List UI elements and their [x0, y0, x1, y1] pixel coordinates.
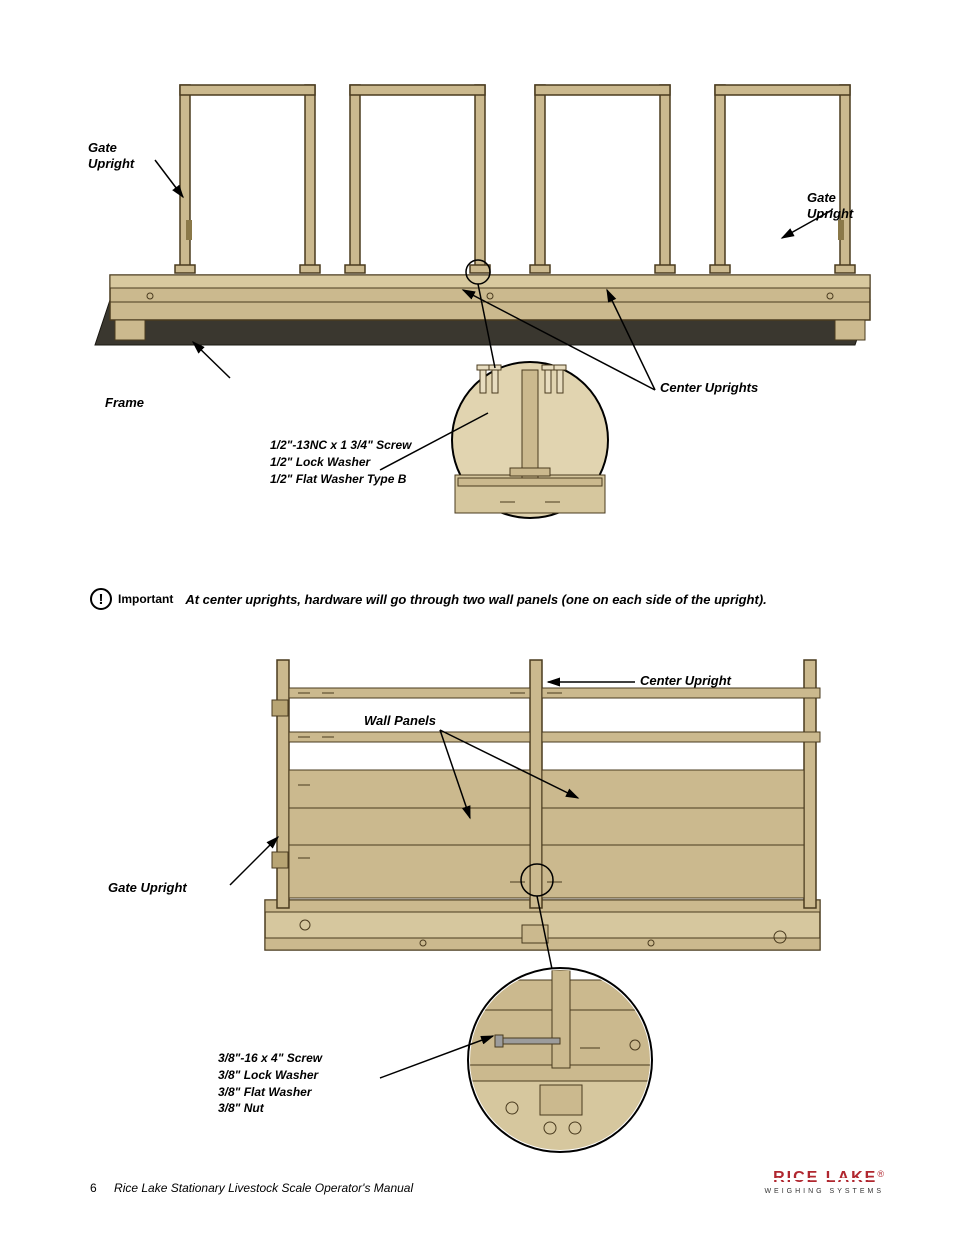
label-frame: Frame: [105, 395, 144, 410]
important-text: At center uprights, hardware will go thr…: [185, 592, 766, 607]
label-center-upright-2: Center Upright: [640, 673, 731, 688]
manual-title: Rice Lake Stationary Livestock Scale Ope…: [114, 1181, 413, 1195]
label-wall-panels: Wall Panels: [364, 713, 436, 728]
uprights-group: [175, 85, 855, 273]
important-note: ! Important At center uprights, hardware…: [90, 588, 767, 610]
page: Gate Upright Gate Upright Frame Center U…: [0, 0, 954, 1235]
detail-circle-1: [452, 362, 608, 518]
label-gate-upright-left: Gate Upright: [88, 140, 134, 173]
detail-circle-2: [468, 968, 652, 1155]
page-number: 6: [90, 1181, 97, 1195]
label-gate-upright-right: Gate Upright: [807, 190, 853, 223]
page-footer: 6 Rice Lake Stationary Livestock Scale O…: [90, 1169, 884, 1195]
label-gate-upright-2: Gate Upright: [108, 880, 187, 895]
important-icon: !: [90, 588, 112, 610]
label-hardware-1: 1/2"-13NC x 1 3/4" Screw 1/2" Lock Washe…: [270, 437, 411, 487]
important-label: Important: [118, 592, 173, 606]
label-hardware-2: 3/8"-16 x 4" Screw 3/8" Lock Washer 3/8"…: [218, 1050, 322, 1117]
brand-logo: RICE LAKE® WEIGHING SYSTEMS: [764, 1169, 884, 1195]
figure-1: [80, 70, 890, 560]
label-center-uprights: Center Uprights: [660, 380, 758, 395]
footer-text: 6 Rice Lake Stationary Livestock Scale O…: [90, 1181, 413, 1195]
figure-2: [80, 640, 890, 1160]
